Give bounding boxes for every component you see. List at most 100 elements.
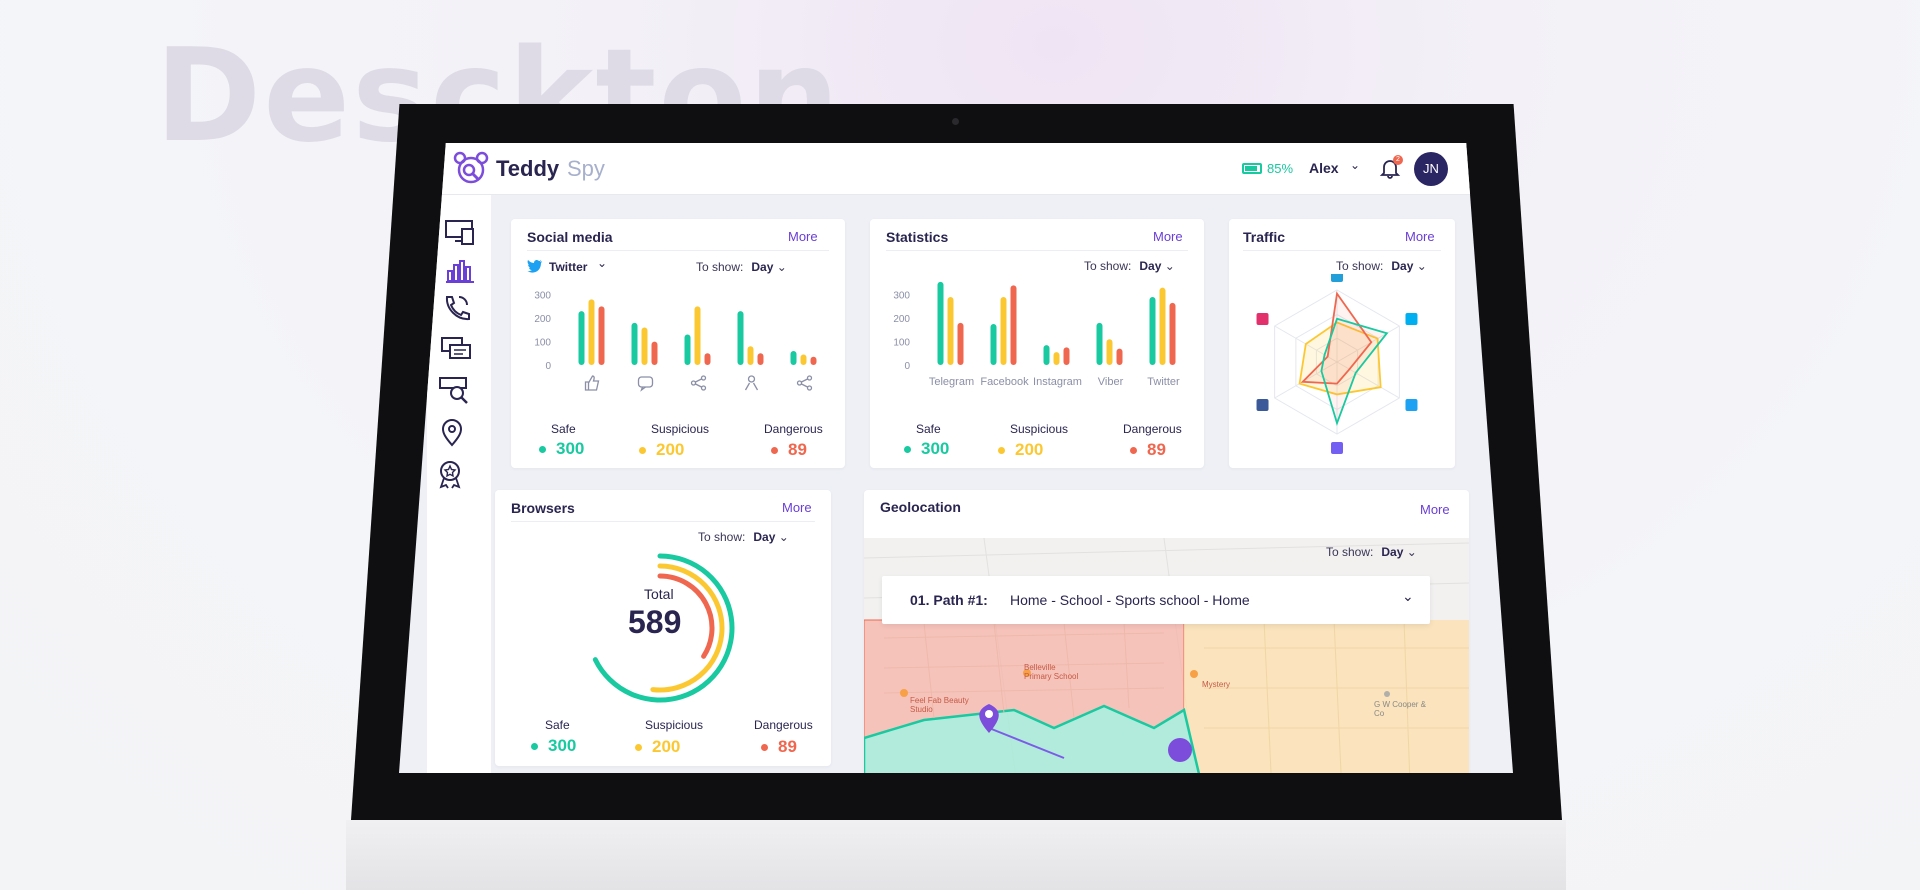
bar[interactable] xyxy=(800,354,807,365)
safe-value: 300 xyxy=(539,439,584,459)
bar[interactable] xyxy=(757,353,764,365)
bar[interactable] xyxy=(1010,285,1017,365)
chevron-down-icon[interactable]: ⌄ xyxy=(597,256,608,270)
top-bar: Teddy Spy 85% Alex ⌄ 2 JN xyxy=(399,143,1513,195)
viber-icon xyxy=(1331,442,1343,454)
period-select[interactable]: Day xyxy=(753,530,776,544)
geolocation-card: Geolocation More xyxy=(864,490,1469,773)
calls-icon[interactable] xyxy=(441,293,475,323)
to-show-label: To show: xyxy=(1336,259,1384,273)
to-show-label: To show: xyxy=(696,260,744,274)
chevron-down-icon[interactable]: ⌄ xyxy=(1350,158,1361,172)
bar[interactable] xyxy=(947,297,954,365)
chevron-down-icon[interactable]: ⌄ xyxy=(1402,588,1414,604)
path-select[interactable]: 01. Path #1: Home - School - Sports scho… xyxy=(882,576,1430,624)
donut-arc-suspicious[interactable] xyxy=(650,563,725,693)
bar[interactable] xyxy=(990,324,997,365)
logo-text-spy: Spy xyxy=(567,156,605,181)
map-label: Mystery xyxy=(1202,680,1230,689)
map-label: Belleville Primary School xyxy=(1024,663,1079,681)
period-select[interactable]: Day xyxy=(1381,545,1404,559)
more-link[interactable]: More xyxy=(788,229,818,244)
statistics-icon[interactable] xyxy=(443,255,477,285)
period-select[interactable]: Day xyxy=(1139,259,1162,273)
rewards-icon[interactable] xyxy=(433,459,467,489)
logo-text: Teddy xyxy=(496,156,560,181)
y-tick-label: 300 xyxy=(893,291,910,302)
period-select[interactable]: Day xyxy=(1391,259,1414,273)
map-label: G W Cooper & Co xyxy=(1374,700,1427,718)
total-value: 589 xyxy=(628,604,682,640)
bar[interactable] xyxy=(1169,302,1176,365)
messages-icon[interactable] xyxy=(439,334,473,364)
more-link[interactable]: More xyxy=(1420,502,1450,517)
battery-icon xyxy=(1242,163,1262,174)
safe-label: Safe xyxy=(545,718,570,732)
devices-icon[interactable] xyxy=(443,217,477,247)
avatar[interactable]: JN xyxy=(1414,152,1448,186)
bar[interactable] xyxy=(684,334,691,365)
map-drawing xyxy=(864,538,1469,773)
bar[interactable] xyxy=(1000,297,1007,365)
network-select[interactable]: Twitter xyxy=(549,260,588,274)
to-show-filter[interactable]: To show: Day ⌄ xyxy=(1326,545,1417,559)
suspicious-value: 200 xyxy=(635,737,680,757)
bar[interactable] xyxy=(1096,322,1103,365)
to-show-filter[interactable]: To show: Day ⌄ xyxy=(696,260,787,274)
comment-icon xyxy=(637,376,654,392)
bar[interactable] xyxy=(1116,348,1123,365)
y-tick-label: 100 xyxy=(893,338,910,349)
bar[interactable] xyxy=(694,306,701,365)
web-search-icon[interactable] xyxy=(437,375,471,405)
user-menu[interactable]: Alex xyxy=(1309,160,1339,176)
browsers-donut-chart xyxy=(592,553,735,703)
bar[interactable] xyxy=(631,322,638,365)
bar[interactable] xyxy=(1159,287,1166,365)
bar[interactable] xyxy=(1053,352,1060,365)
category-label: Instagram xyxy=(1033,376,1082,388)
to-show-label: To show: xyxy=(1084,259,1132,273)
bar[interactable] xyxy=(957,322,964,365)
bar[interactable] xyxy=(810,356,817,365)
camera xyxy=(952,118,959,125)
bar[interactable] xyxy=(790,350,797,365)
location-icon[interactable] xyxy=(435,417,469,447)
suspicious-number: 200 xyxy=(1015,440,1044,459)
dangerous-label: Dangerous xyxy=(754,718,813,732)
bar[interactable] xyxy=(598,306,605,365)
notification-badge: 2 xyxy=(1393,155,1403,165)
bar[interactable] xyxy=(641,327,648,365)
card-title: Social media xyxy=(527,229,613,245)
more-link[interactable]: More xyxy=(1405,229,1435,244)
browsers-card: Browsers More To show: Day ⌄ Total 589 Sa… xyxy=(495,490,831,766)
suspicious-label: Suspicious xyxy=(1010,422,1069,436)
radar-axis xyxy=(1336,361,1400,399)
to-show-filter[interactable]: To show: Day ⌄ xyxy=(1084,259,1175,273)
more-link[interactable]: More xyxy=(782,500,812,515)
donut-arc-safe[interactable] xyxy=(592,553,735,703)
card-title: Statistics xyxy=(886,229,949,245)
bar[interactable] xyxy=(578,311,585,365)
map-label: Feel Fab Beauty Studio xyxy=(910,696,969,714)
donut-arc-dangerous[interactable] xyxy=(657,573,715,659)
path-label: 01. Path #1: xyxy=(910,592,988,608)
bar[interactable] xyxy=(651,341,658,365)
period-select[interactable]: Day xyxy=(751,260,774,274)
bar[interactable] xyxy=(747,346,754,365)
bar[interactable] xyxy=(937,281,944,365)
share-icon xyxy=(690,375,707,391)
radar-series xyxy=(1320,317,1389,427)
bar[interactable] xyxy=(1063,347,1070,365)
bell-icon[interactable] xyxy=(1379,157,1401,179)
map[interactable]: Belleville Primary School Feel Fab Beaut… xyxy=(864,538,1469,773)
more-link[interactable]: More xyxy=(1153,229,1183,244)
bar[interactable] xyxy=(588,299,595,365)
bar[interactable] xyxy=(737,311,744,365)
to-show-filter[interactable]: To show: Day ⌄ xyxy=(698,530,789,544)
bar[interactable] xyxy=(1043,345,1050,365)
bar[interactable] xyxy=(1106,339,1113,365)
category-label: Twitter xyxy=(1147,376,1180,388)
bar[interactable] xyxy=(1149,297,1156,365)
bar[interactable] xyxy=(704,353,711,365)
to-show-filter[interactable]: To show: Day ⌄ xyxy=(1336,259,1427,273)
